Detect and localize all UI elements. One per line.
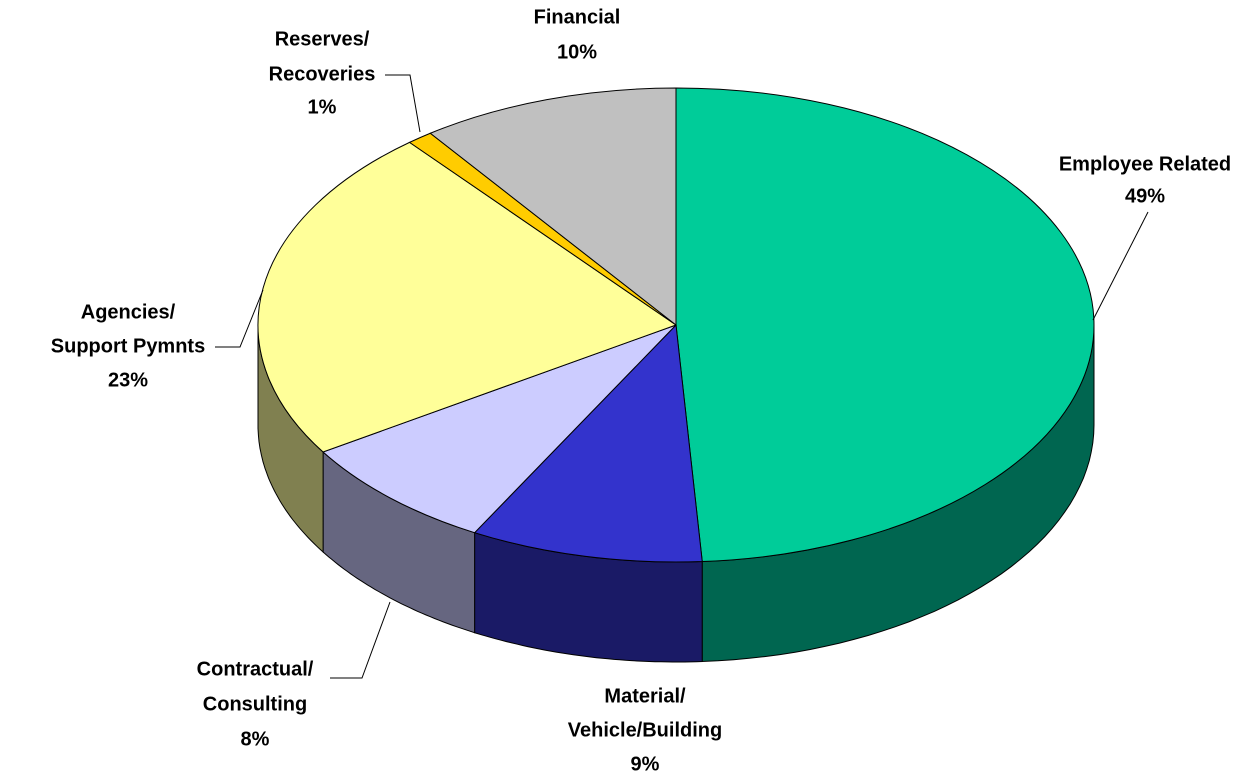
- slice-label: Vehicle/Building: [568, 719, 722, 741]
- value-label: 8%: [241, 728, 270, 750]
- value-label: 49%: [1125, 185, 1165, 207]
- slice: [429, 87, 677, 327]
- value-label: 9%: [631, 753, 660, 775]
- value-label: 1%: [308, 96, 337, 118]
- slice-label: Support Pymnts: [51, 335, 205, 357]
- slice-label: Financial: [534, 6, 621, 28]
- leader-line: [1092, 211, 1149, 321]
- slice-label: Material/: [604, 685, 686, 707]
- slice-label: Consulting: [203, 693, 307, 715]
- value-label: 10%: [557, 41, 597, 63]
- slice: [322, 324, 677, 534]
- slice-label: Reserves/: [275, 28, 370, 50]
- leader-line: [215, 289, 264, 348]
- leader-line: [385, 74, 421, 133]
- slice: [257, 141, 678, 453]
- slice-label: Employee Related: [1059, 153, 1231, 175]
- leader-line: [330, 601, 391, 679]
- slice: [473, 323, 703, 563]
- slice-label: Recoveries: [269, 63, 376, 85]
- value-label: 23%: [108, 369, 148, 391]
- slice-label: Contractual/: [197, 658, 314, 680]
- slice-label: Agencies/: [81, 301, 176, 323]
